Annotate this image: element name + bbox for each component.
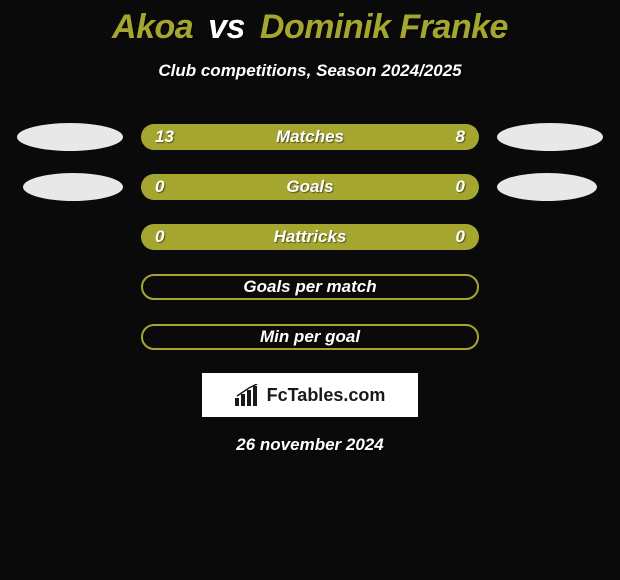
stat-bar: 0 Goals 0	[141, 174, 479, 200]
stat-right-value: 0	[456, 227, 465, 247]
bar-chart-icon	[235, 384, 261, 406]
player1-name: Akoa	[112, 8, 193, 46]
player2-name: Dominik Franke	[260, 8, 508, 46]
stat-label: Goals per match	[243, 277, 376, 297]
subtitle: Club competitions, Season 2024/2025	[0, 61, 620, 81]
stat-row: Min per goal	[0, 323, 620, 351]
stat-label: Min per goal	[260, 327, 360, 347]
stat-label: Matches	[276, 127, 344, 147]
stat-bar: 13 Matches 8	[141, 124, 479, 150]
stat-left-value: 0	[155, 227, 164, 247]
stat-row: 13 Matches 8	[0, 123, 620, 151]
stat-row: 0 Hattricks 0	[0, 223, 620, 251]
stat-left-value: 0	[155, 177, 164, 197]
stat-bar: Goals per match	[141, 274, 479, 300]
stat-bar: Min per goal	[141, 324, 479, 350]
badge-right	[497, 123, 603, 151]
badge-right	[497, 173, 597, 201]
page-title: Akoa vs Dominik Franke	[0, 0, 620, 47]
stat-right-value: 0	[456, 177, 465, 197]
stat-right-value: 8	[456, 127, 465, 147]
badge-left	[23, 173, 123, 201]
stats-container: 13 Matches 8 0 Goals 0 0 Hattricks 0 Goals per ma…	[0, 123, 620, 351]
vs-text: vs	[208, 8, 245, 46]
stat-label: Goals	[286, 177, 333, 197]
stat-bar: 0 Hattricks 0	[141, 224, 479, 250]
stat-label: Hattricks	[274, 227, 347, 247]
stat-left-value: 13	[155, 127, 174, 147]
brand-box: FcTables.com	[202, 373, 418, 417]
stat-row: Goals per match	[0, 273, 620, 301]
brand-text: FcTables.com	[267, 385, 386, 406]
stat-row: 0 Goals 0	[0, 173, 620, 201]
date-text: 26 november 2024	[0, 435, 620, 455]
badge-left	[17, 123, 123, 151]
